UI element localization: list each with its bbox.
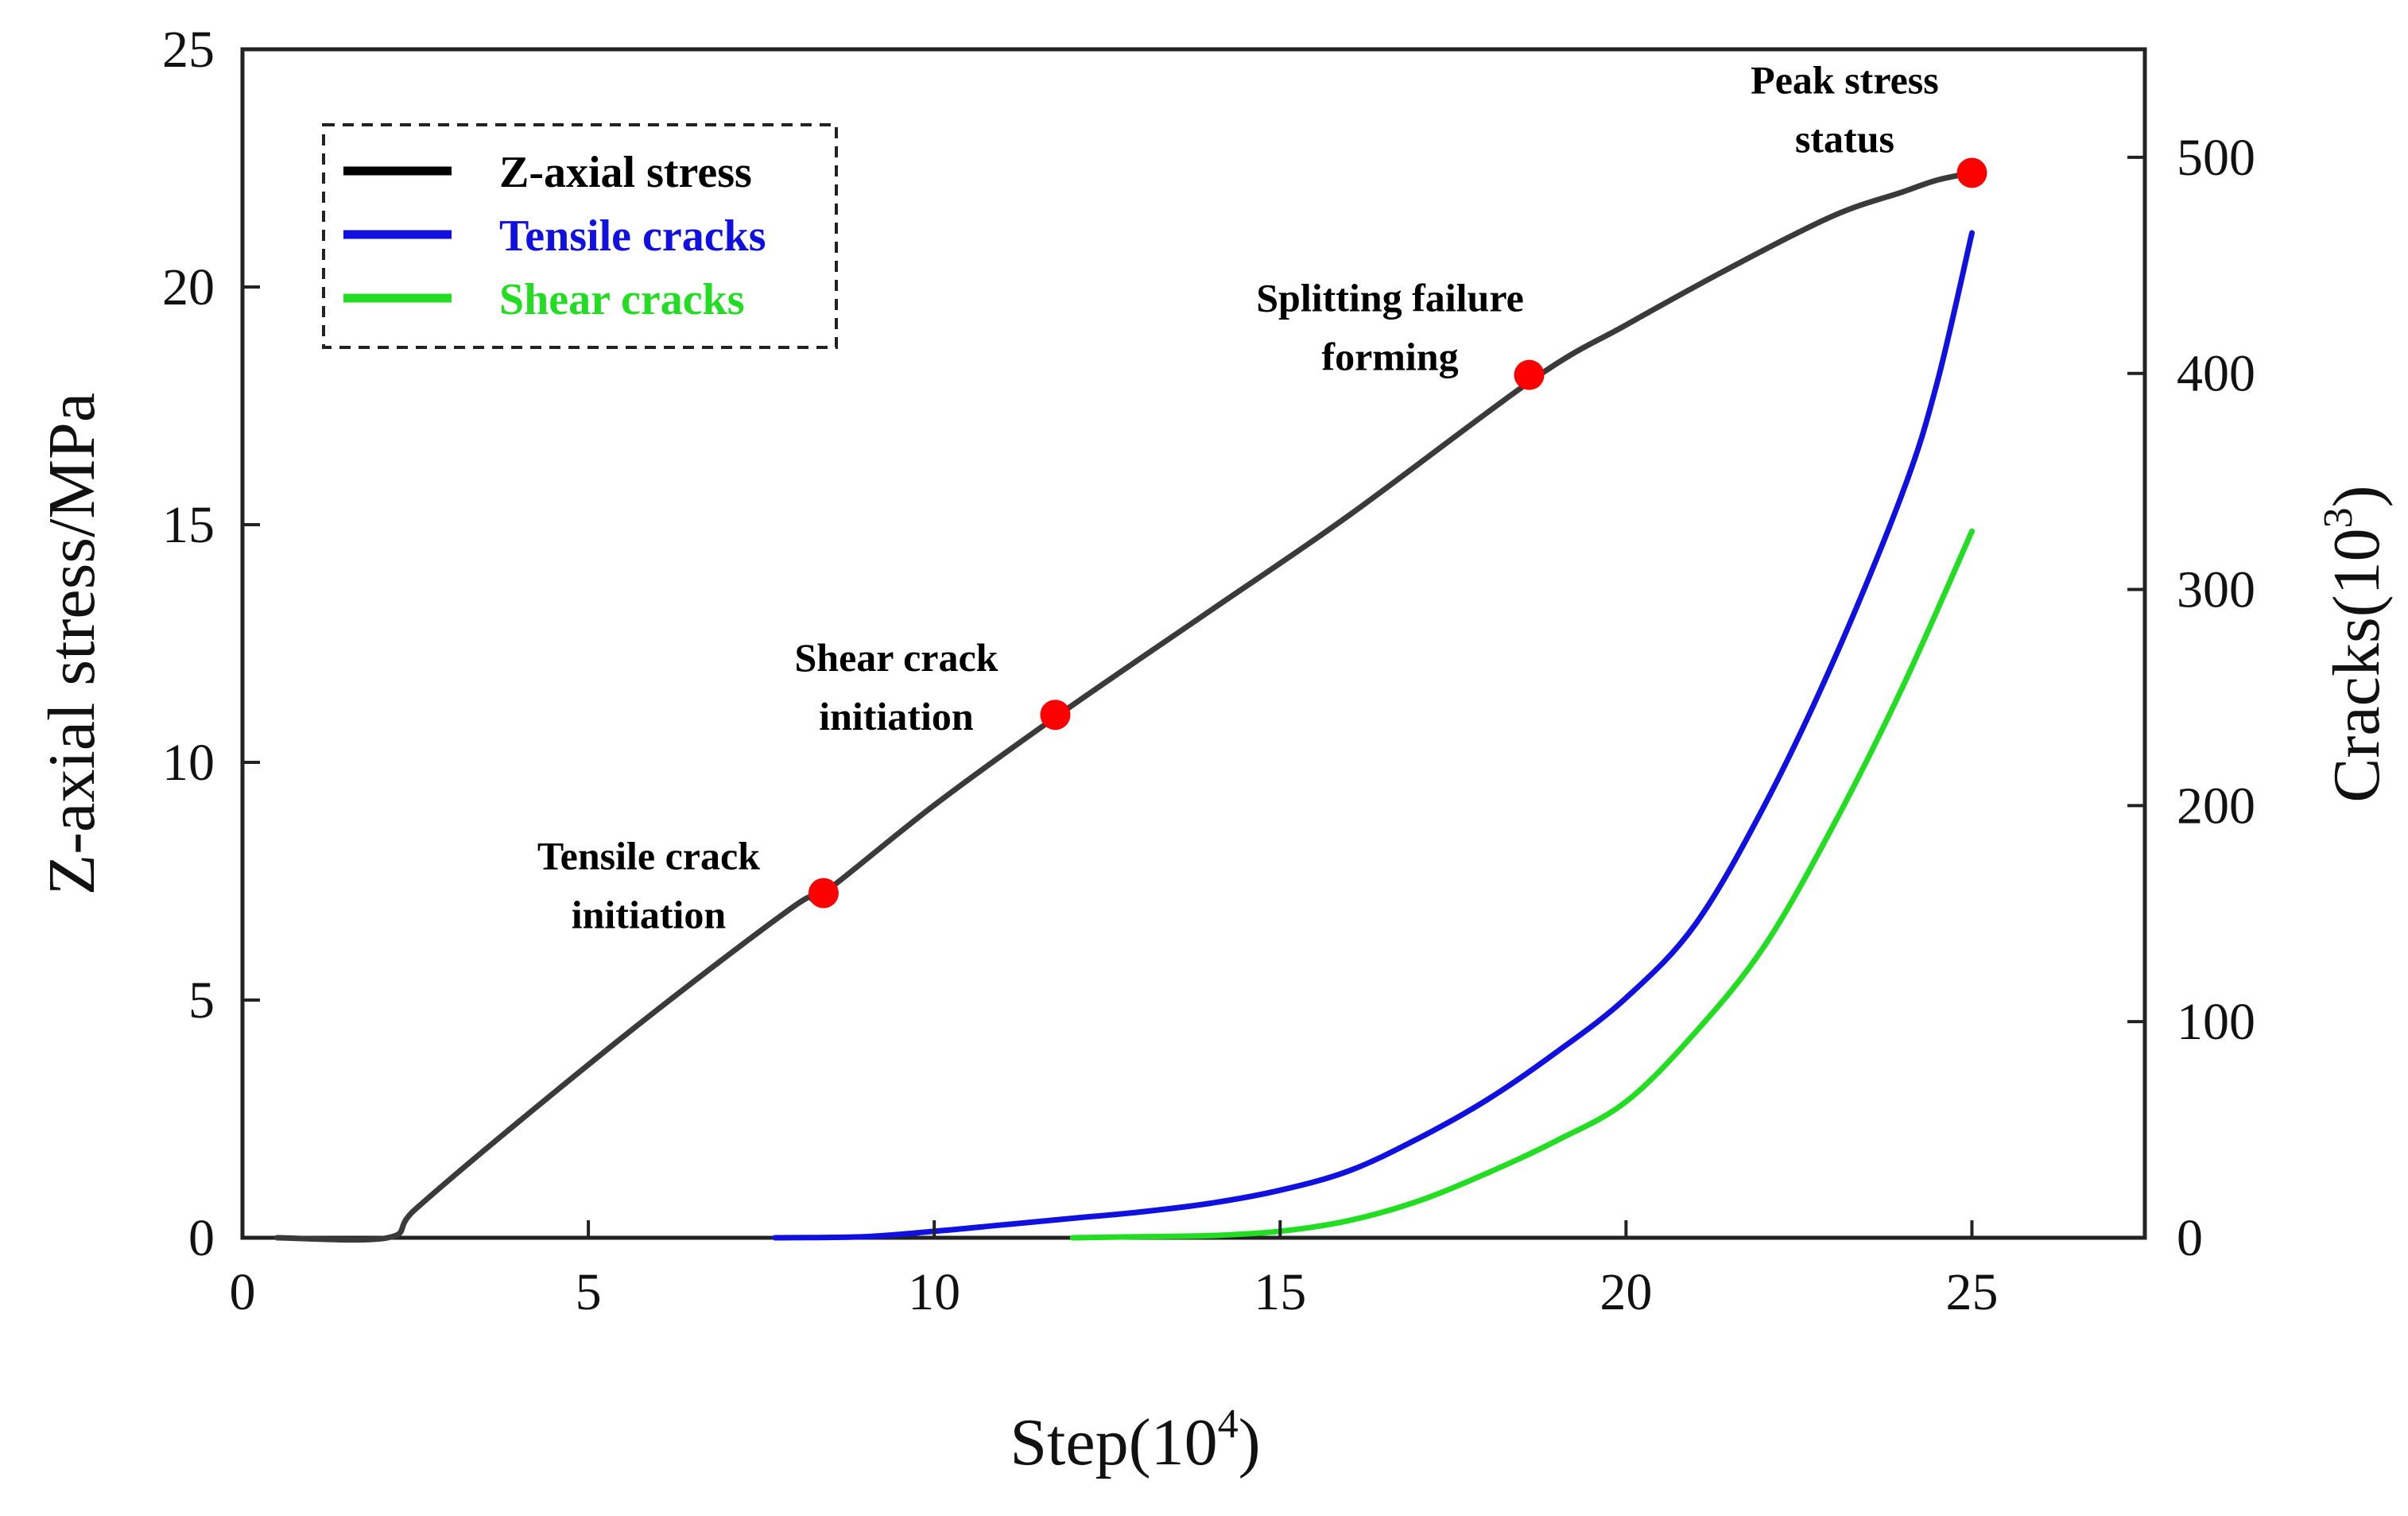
y-right-tick-label-300: 300 (2177, 561, 2255, 619)
x-tick-label-15: 15 (1254, 1263, 1306, 1321)
series-layer (274, 170, 1975, 1243)
annotation-line: Tensile crack (537, 833, 760, 878)
y-left-tick-label-20: 20 (162, 258, 215, 316)
x-axis-title-sup: 4 (1218, 1402, 1239, 1447)
y-left-tick-label-10: 10 (162, 734, 215, 792)
annotation-line: Shear crack (794, 635, 998, 680)
y-right-tick-label-100: 100 (2177, 993, 2255, 1051)
legend-label-tensile-cracks: Tensile cracks (499, 211, 766, 261)
y-left-tick-label-25: 25 (162, 21, 215, 79)
y-left-tick-label-15: 15 (162, 496, 215, 554)
annotation-marker-tensile-crack (808, 878, 839, 909)
y-right-tick-label-0: 0 (2177, 1209, 2203, 1267)
annotation-layer: Tensile crack initiation Shear crack initia… (537, 57, 1939, 936)
y-right-tick-label-200: 200 (2177, 777, 2255, 835)
annotation-label-splitting-failure: Splitting failure forming (1256, 276, 1524, 379)
y-right-axis-title-sup: 3 (2316, 507, 2361, 528)
annotation-marker-peak-stress (1956, 157, 1987, 188)
x-tick-label-0: 0 (230, 1263, 256, 1321)
annotation-line: forming (1321, 335, 1458, 379)
annotation-label-tensile-crack: Tensile crack initiation (537, 833, 760, 936)
y-left-tick-label-0: 0 (188, 1209, 215, 1267)
x-tick-label-10: 10 (908, 1263, 960, 1321)
y-right-axis-title-main: Cracks(10 (2320, 528, 2394, 802)
x-axis-title: Step(104) (1010, 1402, 1260, 1479)
annotation-line: Splitting failure (1256, 276, 1524, 320)
y-left-axis-title: Z-axial stress/MPa (35, 393, 109, 895)
y-left-tick-label-5: 5 (188, 971, 215, 1029)
series-line-tensile-cracks (772, 230, 1975, 1241)
annotation-line: status (1795, 116, 1894, 161)
annotation-marker-shear-crack (1040, 700, 1071, 731)
y-right-tick-label-400: 400 (2177, 345, 2255, 403)
legend: Z-axial stress Tensile cracks Shear crac… (322, 123, 838, 349)
x-axis-title-main: Step(10 (1010, 1405, 1217, 1479)
legend-label-z-axial-stress: Z-axial stress (499, 148, 752, 197)
y-right-axis-title: Cracks(103) (2316, 485, 2394, 802)
annotation-marker-splitting-failure (1514, 359, 1545, 390)
series-line-shear-cracks (1069, 528, 1975, 1241)
y-right-tick-label-500: 500 (2177, 129, 2255, 187)
x-axis-title-end: ) (1239, 1405, 1261, 1479)
annotation-line: Peak stress (1751, 57, 1939, 102)
x-tick-label-20: 20 (1600, 1263, 1652, 1321)
annotation-line: initiation (572, 892, 727, 936)
annotation-label-peak-stress: Peak stress status (1751, 57, 1939, 161)
ticks-layer: 0 5 10 15 20 25 0 5 10 15 20 25 0 100 200 300 400 500 (162, 21, 2255, 1321)
x-tick-label-25: 25 (1945, 1263, 1998, 1321)
x-tick-label-5: 5 (576, 1263, 602, 1321)
marker-layer (808, 157, 1987, 909)
y-right-axis-title-end: ) (2320, 485, 2394, 507)
annotation-label-shear-crack: Shear crack initiation (794, 635, 998, 739)
annotation-line: initiation (819, 694, 974, 739)
series-line-z-axial-stress (274, 170, 1975, 1243)
legend-label-shear-cracks: Shear cracks (499, 275, 745, 324)
